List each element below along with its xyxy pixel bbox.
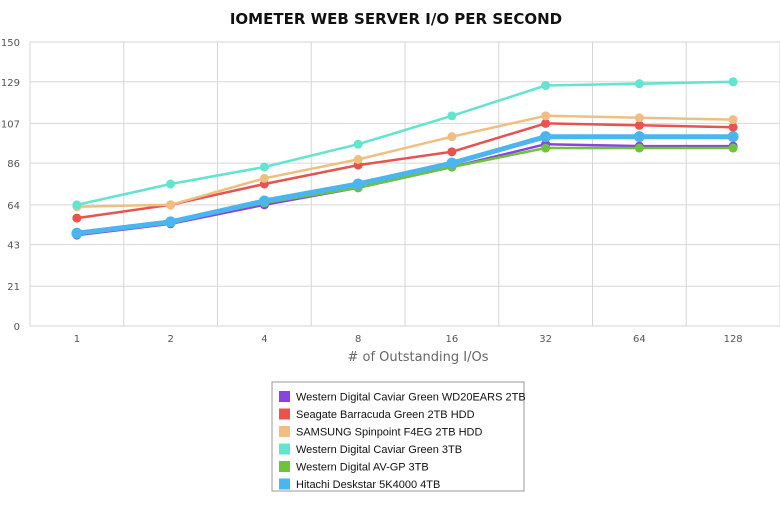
y-tick-label: 86 [7, 159, 20, 170]
data-point [259, 162, 269, 172]
series-layer [71, 77, 739, 240]
x-axis-label: # of Outstanding I/Os [347, 350, 488, 365]
series-6 [71, 131, 739, 239]
data-point [728, 122, 738, 132]
data-point [165, 216, 177, 228]
legend: Western Digital Caviar Green WD20EARS 2T… [271, 381, 526, 492]
x-tick-label: 4 [261, 334, 267, 345]
legend-swatch [279, 478, 290, 490]
data-point [541, 118, 551, 128]
y-tick-label: 64 [7, 201, 20, 212]
data-point [727, 131, 739, 143]
legend-label: Seagate Barracuda Green 2TB HDD [296, 409, 475, 421]
data-point [447, 147, 457, 157]
y-tick-label: 129 [1, 78, 20, 89]
data-point [541, 111, 551, 121]
x-tick-label: 2 [167, 334, 173, 345]
y-tick-label: 21 [7, 282, 20, 293]
data-point [728, 143, 738, 153]
data-point [353, 139, 363, 149]
legend-swatch [279, 408, 290, 420]
legend-swatch [279, 391, 290, 402]
data-point [352, 178, 364, 190]
series-line [75, 114, 735, 208]
data-point [634, 79, 644, 89]
data-point [540, 131, 552, 143]
x-tick-label: 128 [724, 334, 743, 345]
legend-swatch [279, 443, 290, 455]
data-point [71, 227, 83, 239]
x-tick-label: 8 [355, 334, 361, 345]
data-point [541, 81, 551, 91]
data-point [447, 132, 457, 142]
legend-swatch [279, 426, 290, 437]
data-point [728, 77, 738, 87]
legend-box [271, 381, 525, 492]
series-line [74, 134, 736, 236]
series-4 [72, 77, 738, 210]
x-tick-label: 1 [74, 334, 80, 345]
legend-label: Western Digital Caviar Green WD20EARS 2T… [296, 392, 526, 404]
data-point [259, 173, 269, 183]
data-point [166, 179, 176, 189]
y-tick-label: 43 [7, 241, 20, 252]
data-point [446, 157, 458, 169]
data-point [541, 143, 551, 153]
data-point [633, 131, 645, 143]
legend-label: Hitachi Deskstar 5K4000 4TB [296, 479, 440, 491]
data-point [72, 213, 82, 223]
data-point [166, 200, 176, 210]
x-tick-label: 16 [446, 334, 459, 345]
data-point [634, 113, 644, 123]
y-axis-ticks: 0 21 43 64 86 107 129 150 [1, 38, 20, 333]
data-point [72, 200, 82, 210]
grid-lines [29, 41, 780, 327]
series-line [75, 80, 735, 207]
legend-label: SAMSUNG Spinpoint F4EG 2TB HDD [296, 427, 483, 439]
chart-title: IOMETER WEB SERVER I/O PER SECOND [230, 10, 562, 28]
legend-label: Western Digital AV-GP 3TB [296, 462, 429, 474]
legend-swatch [279, 461, 290, 472]
x-tick-label: 32 [539, 334, 552, 345]
legend-label: Western Digital Caviar Green 3TB [296, 444, 462, 456]
data-point [353, 154, 363, 164]
data-point [634, 143, 644, 153]
x-axis-ticks: 1 2 4 8 16 32 64 128 [74, 334, 743, 345]
y-tick-label: 150 [1, 38, 20, 49]
data-point [634, 120, 644, 130]
x-tick-label: 64 [633, 334, 646, 345]
y-tick-label: 0 [14, 322, 20, 333]
data-point [728, 115, 738, 125]
data-point [258, 195, 270, 207]
data-point [447, 111, 457, 121]
y-tick-label: 107 [1, 119, 20, 130]
